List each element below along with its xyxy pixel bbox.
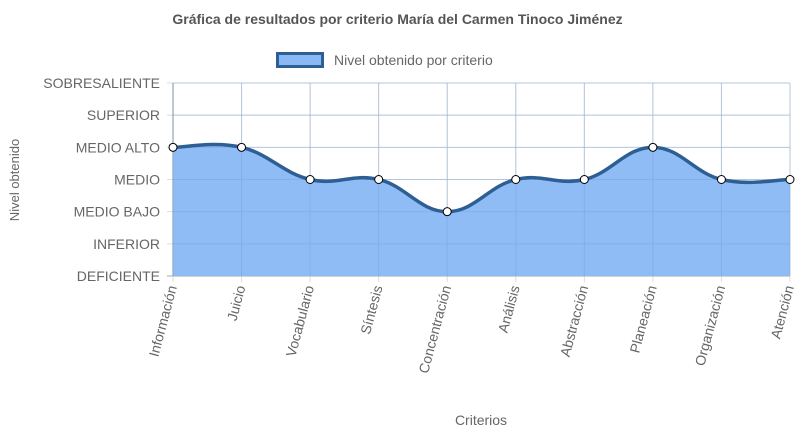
series-line	[172, 142, 791, 214]
legend-label: Nivel obtenido por criterio	[334, 52, 493, 68]
data-point[interactable]	[716, 175, 726, 184]
data-point[interactable]	[237, 142, 247, 152]
x-axis-title: Criterios	[455, 412, 507, 428]
x-tick-label: Síntesis	[357, 284, 385, 336]
x-tick-label: Información	[146, 284, 180, 359]
data-point[interactable]	[511, 175, 521, 184]
x-tick-label: Concentración	[415, 284, 454, 375]
data-point[interactable]	[374, 175, 384, 184]
y-tick-label: SUPERIOR	[87, 107, 160, 123]
y-axis-title: Nivel obtenido	[7, 139, 22, 221]
data-point[interactable]	[579, 175, 589, 184]
x-tick-label: Análisis	[495, 284, 523, 335]
y-tick-label: SOBRESALIENTE	[43, 75, 160, 91]
y-tick-label: MEDIO BAJO	[74, 204, 160, 220]
chart-title: Gráfica de resultados por criterio María…	[172, 11, 623, 27]
x-tick-label: Vocabulario	[283, 283, 317, 358]
series-area	[173, 144, 790, 276]
x-tick-label: Abstracción	[557, 284, 591, 359]
data-point[interactable]	[168, 142, 178, 152]
data-point[interactable]	[305, 175, 315, 184]
x-tick-label: Organización	[692, 284, 729, 368]
x-tick-label: Juicio	[224, 283, 249, 322]
y-tick-label: MEDIO	[114, 172, 160, 188]
x-tick-label: Planeación	[626, 284, 659, 355]
y-tick-label: MEDIO ALTO	[76, 139, 160, 155]
y-tick-label: INFERIOR	[93, 236, 160, 252]
y-tick-label: DEFICIENTE	[77, 268, 160, 284]
x-tick-label: Atención	[767, 284, 795, 341]
data-point[interactable]	[785, 175, 795, 184]
data-point[interactable]	[442, 207, 452, 217]
data-point[interactable]	[648, 142, 658, 152]
legend-swatch	[276, 52, 324, 68]
legend[interactable]: Nivel obtenido por criterio	[276, 52, 493, 68]
